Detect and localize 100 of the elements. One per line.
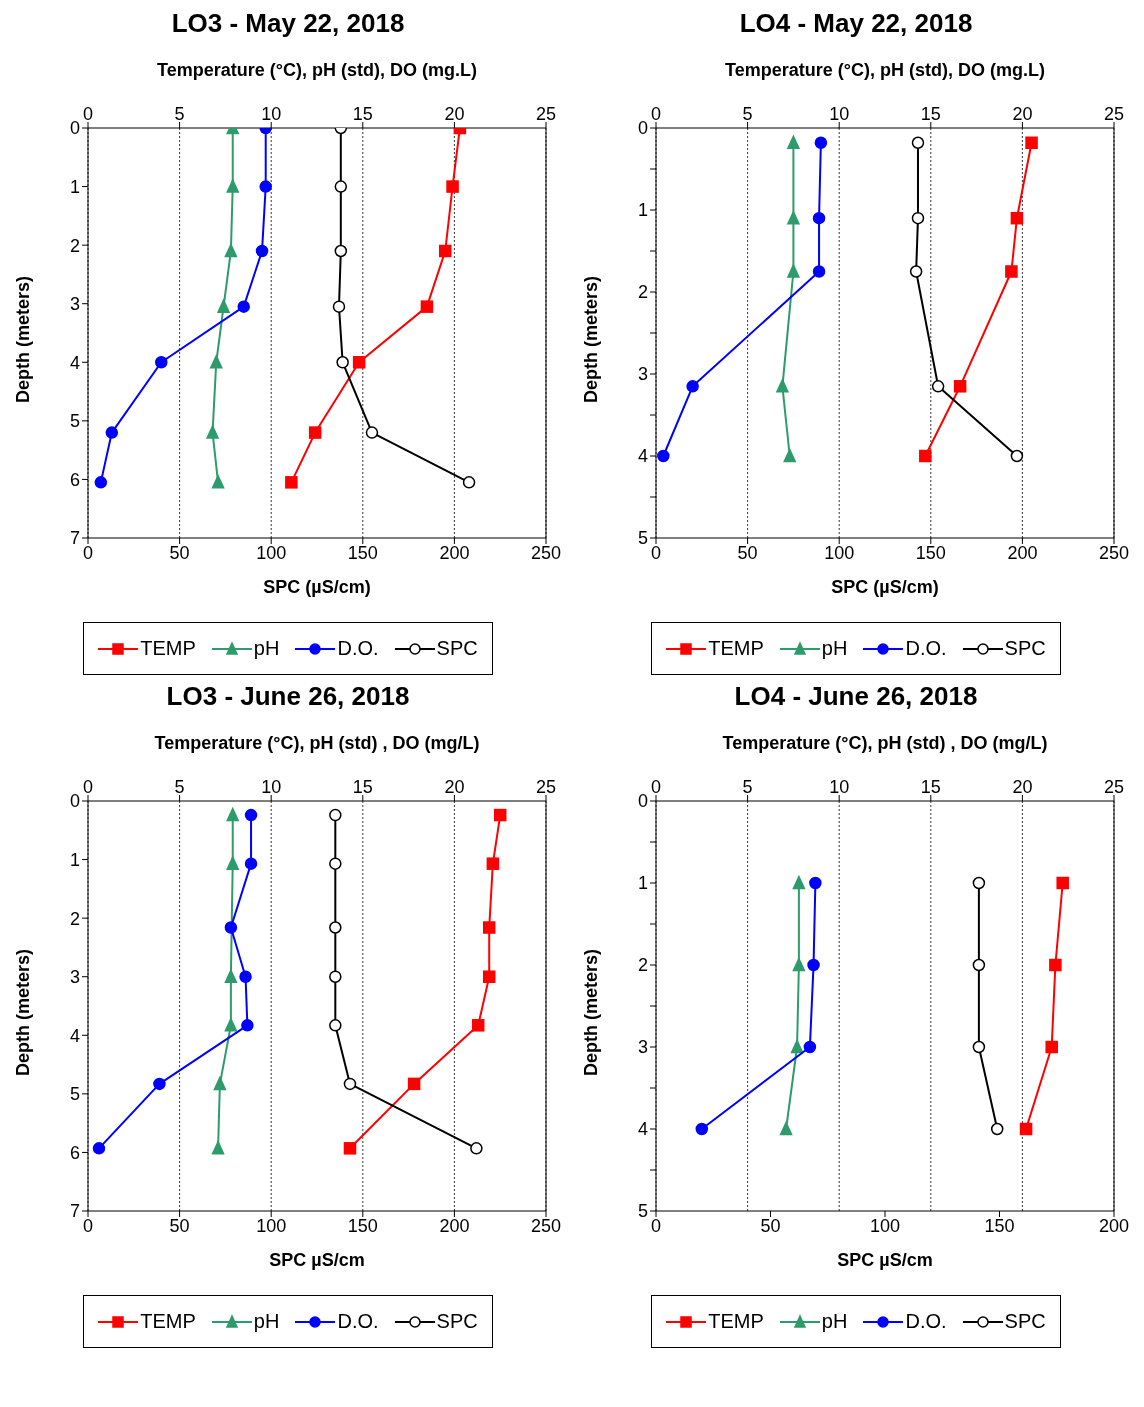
x-axis-title: SPC µS/cm (269, 1250, 365, 1270)
x-tick-label: 50 (169, 542, 190, 563)
point (792, 875, 806, 890)
chart-title: LO3 - June 26, 2018 (165, 681, 411, 713)
y-tick-label: 4 (69, 352, 80, 373)
x-tick-label: 200 (439, 542, 470, 563)
x2-axis-title: Temperature (°C), pH (std), DO (mg.L) (725, 59, 1045, 80)
point (807, 958, 820, 972)
x-tick-label: 200 (1098, 1215, 1130, 1236)
point (787, 210, 800, 225)
point (226, 807, 239, 822)
point (1019, 1122, 1033, 1136)
legend-label: D.O. (337, 1310, 379, 1333)
point (787, 135, 800, 150)
legend-label: D.O. (905, 637, 947, 660)
point (482, 970, 496, 983)
legend-label: SPC (1004, 1310, 1046, 1333)
x-tick-label: 0 (650, 1215, 662, 1236)
x-tick-label: 50 (169, 1215, 190, 1236)
point (812, 265, 826, 278)
point (259, 180, 272, 193)
point (814, 136, 828, 150)
y-tick-label: 1 (637, 873, 648, 894)
x-tick-label: 250 (530, 1215, 562, 1236)
legend-label: TEMP (708, 1310, 764, 1333)
chart-title: LO4 - May 22, 2018 (738, 8, 974, 40)
y-tick-label: 0 (69, 791, 80, 812)
point (211, 475, 225, 489)
x2-tick-label: 15 (352, 777, 373, 797)
y-tick-label: 5 (69, 411, 80, 432)
x2-axis-title: Temperature (°C), pH (std) , DO (mg/L) (722, 732, 1048, 753)
legend-label: SPC (1004, 637, 1046, 660)
point (217, 299, 230, 313)
x2-tick-label: 20 (1012, 777, 1033, 797)
x-tick-label: 100 (869, 1215, 901, 1236)
point (285, 476, 298, 489)
x2-tick-label: 0 (650, 104, 662, 124)
point (94, 476, 108, 489)
x-tick-label: 0 (82, 542, 94, 563)
x2-tick-label: 20 (1012, 104, 1033, 124)
legend-label: D.O. (905, 1310, 947, 1333)
y-tick-label: 7 (69, 528, 80, 549)
y-tick-label: 6 (69, 469, 80, 490)
point (686, 380, 699, 393)
x-tick-label: 150 (347, 1215, 378, 1236)
legend-label: SPC (436, 1310, 478, 1333)
x-tick-label: 200 (439, 1215, 470, 1236)
y-tick-label: 5 (637, 528, 648, 549)
x-tick-label: 100 (824, 542, 855, 563)
point (1025, 136, 1038, 150)
legend-label: TEMP (140, 1310, 196, 1333)
point (493, 808, 507, 822)
point (237, 300, 250, 313)
point (209, 355, 223, 369)
y-tick-label: 4 (637, 446, 648, 467)
x-tick-label: 0 (650, 542, 662, 563)
point (812, 211, 826, 225)
y-tick-label: 2 (637, 282, 648, 303)
point (226, 179, 239, 193)
legend-label: pH (821, 637, 848, 660)
point (224, 243, 238, 258)
point (787, 264, 800, 278)
point (213, 1076, 227, 1091)
point (407, 1077, 421, 1091)
legend-label: pH (253, 637, 280, 660)
point (239, 970, 252, 983)
point (226, 856, 239, 870)
point (809, 876, 822, 890)
x2-tick-label: 0 (82, 104, 94, 124)
point (224, 1018, 238, 1032)
x-tick-label: 100 (256, 542, 287, 563)
legend-label: D.O. (337, 637, 379, 660)
x2-tick-label: 15 (920, 104, 941, 124)
point (153, 1077, 166, 1091)
point (446, 180, 459, 193)
x2-tick-label: 10 (829, 777, 850, 797)
legend-label: TEMP (140, 637, 196, 660)
x-tick-label: 50 (737, 542, 758, 563)
x-tick-label: 250 (530, 542, 562, 563)
x-axis-title: SPC (µS/cm) (263, 577, 371, 597)
x2-tick-label: 25 (535, 777, 557, 797)
x2-tick-label: 25 (1103, 777, 1125, 797)
x2-tick-label: 5 (174, 777, 185, 797)
point (105, 426, 119, 439)
point (1056, 876, 1069, 890)
x2-tick-label: 20 (444, 104, 465, 124)
y-tick-label: 0 (637, 118, 648, 139)
legend-label: pH (821, 1310, 848, 1333)
y-tick-label: 4 (69, 1025, 80, 1046)
point (803, 1040, 817, 1054)
y-tick-label: 3 (69, 294, 80, 315)
y-axis-title: Depth (meters) (13, 275, 34, 403)
x2-tick-label: 25 (1103, 104, 1125, 124)
x2-tick-label: 10 (261, 777, 282, 797)
x2-axis-title: Temperature (°C), pH (std) , DO (mg/L) (154, 732, 480, 753)
x2-tick-label: 5 (742, 777, 753, 797)
point (471, 1019, 485, 1032)
point (783, 448, 796, 463)
x2-tick-label: 15 (920, 777, 941, 797)
y-tick-label: 6 (69, 1142, 80, 1163)
